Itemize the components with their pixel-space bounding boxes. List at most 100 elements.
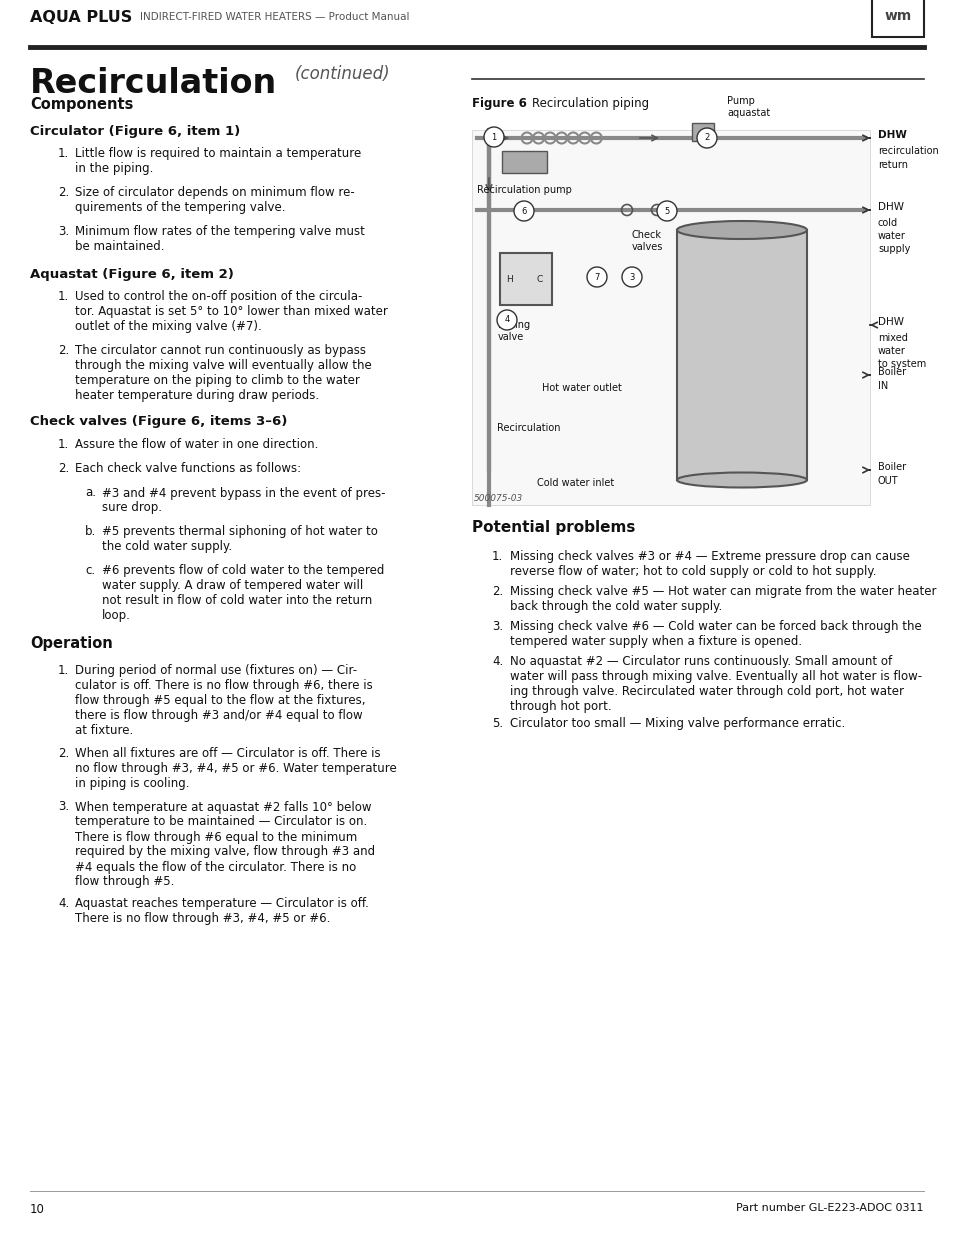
Text: 3.: 3.: [58, 800, 69, 814]
Text: 1.: 1.: [492, 550, 503, 563]
Text: Boiler: Boiler: [877, 367, 905, 377]
Text: Assure the flow of water in one direction.: Assure the flow of water in one directio…: [75, 437, 318, 451]
Text: 3: 3: [629, 273, 634, 282]
Text: Missing check valve #6 — Cold water can be forced back through the
tempered wate: Missing check valve #6 — Cold water can …: [510, 620, 921, 648]
FancyBboxPatch shape: [501, 151, 546, 173]
Text: IN: IN: [877, 382, 887, 391]
FancyBboxPatch shape: [871, 0, 923, 37]
Text: #3 and #4 prevent bypass in the event of pres-
sure drop.: #3 and #4 prevent bypass in the event of…: [102, 487, 385, 515]
Text: #5 prevents thermal siphoning of hot water to
the cold water supply.: #5 prevents thermal siphoning of hot wat…: [102, 526, 377, 553]
Text: 2.: 2.: [492, 585, 503, 598]
Text: Used to control the on-off position of the circula-
tor. Aquastat is set 5° to 1: Used to control the on-off position of t…: [75, 290, 388, 333]
Text: water: water: [877, 346, 905, 356]
Text: 4.: 4.: [492, 655, 503, 668]
Text: wm: wm: [883, 9, 911, 23]
Text: INDIRECT-FIRED WATER HEATERS — Product Manual: INDIRECT-FIRED WATER HEATERS — Product M…: [140, 12, 409, 22]
Text: 500075-03: 500075-03: [474, 494, 522, 503]
Text: Little flow is required to maintain a temperature
in the piping.: Little flow is required to maintain a te…: [75, 147, 361, 175]
Text: DHW: DHW: [877, 317, 903, 327]
Text: Figure 6: Figure 6: [472, 98, 526, 110]
Text: 1.: 1.: [58, 290, 70, 303]
Text: Recirculation: Recirculation: [30, 67, 277, 100]
FancyBboxPatch shape: [677, 230, 806, 480]
Circle shape: [586, 267, 606, 287]
Text: 3.: 3.: [58, 225, 69, 238]
Text: Check valves (Figure 6, items 3–6): Check valves (Figure 6, items 3–6): [30, 415, 287, 429]
Text: b.: b.: [85, 526, 96, 538]
Circle shape: [697, 128, 717, 148]
Text: 2.: 2.: [58, 747, 70, 760]
Text: 5.: 5.: [492, 718, 502, 730]
Text: H: H: [506, 274, 513, 284]
Text: 4.: 4.: [58, 898, 70, 910]
Text: Hot water outlet: Hot water outlet: [541, 383, 621, 393]
Text: Components: Components: [30, 98, 133, 112]
Text: supply: supply: [877, 245, 909, 254]
Text: Circulator (Figure 6, item 1): Circulator (Figure 6, item 1): [30, 125, 240, 138]
Text: mixed: mixed: [877, 333, 907, 343]
Text: Aquastat reaches temperature — Circulator is off.
There is no flow through #3, #: Aquastat reaches temperature — Circulato…: [75, 898, 369, 925]
Text: 1.: 1.: [58, 147, 70, 161]
Text: During period of normal use (fixtures on) — Cir-
culator is off. There is no flo: During period of normal use (fixtures on…: [75, 664, 373, 737]
Text: 6: 6: [520, 206, 526, 215]
Text: OUT: OUT: [877, 475, 898, 487]
Text: Cold water inlet: Cold water inlet: [537, 478, 614, 488]
Text: Operation: Operation: [30, 636, 112, 652]
Text: return: return: [877, 161, 907, 170]
Text: No aquastat #2 — Circulator runs continuously. Small amount of
water will pass t: No aquastat #2 — Circulator runs continu…: [510, 655, 922, 713]
Text: #6 prevents flow of cold water to the tempered
water supply. A draw of tempered : #6 prevents flow of cold water to the te…: [102, 564, 384, 622]
FancyBboxPatch shape: [472, 130, 869, 505]
Text: Missing check valves #3 or #4 — Extreme pressure drop can cause
reverse flow of : Missing check valves #3 or #4 — Extreme …: [510, 550, 909, 578]
Text: 2.: 2.: [58, 343, 70, 357]
Text: 5: 5: [663, 206, 669, 215]
Text: Missing check valve #5 — Hot water can migrate from the water heater
back throug: Missing check valve #5 — Hot water can m…: [510, 585, 936, 613]
Text: Part number GL-E223-ADOC 0311: Part number GL-E223-ADOC 0311: [736, 1203, 923, 1213]
Text: Pump
aquastat: Pump aquastat: [726, 96, 769, 119]
Text: Mixing
valve: Mixing valve: [497, 320, 530, 342]
Text: The circulator cannot run continuously as bypass
through the mixing valve will e: The circulator cannot run continuously a…: [75, 343, 372, 401]
Circle shape: [514, 201, 534, 221]
Text: Circulator too small — Mixing valve performance erratic.: Circulator too small — Mixing valve perf…: [510, 718, 844, 730]
Text: Aquastat (Figure 6, item 2): Aquastat (Figure 6, item 2): [30, 268, 233, 282]
Text: Boiler: Boiler: [877, 462, 905, 472]
Text: DHW: DHW: [877, 203, 903, 212]
Text: 1: 1: [491, 132, 497, 142]
Circle shape: [657, 201, 677, 221]
FancyBboxPatch shape: [499, 253, 552, 305]
Text: cold: cold: [877, 219, 897, 228]
Text: to system: to system: [877, 359, 925, 369]
Text: C: C: [537, 274, 542, 284]
Text: c.: c.: [85, 564, 95, 578]
Text: Minimum flow rates of the tempering valve must
be maintained.: Minimum flow rates of the tempering valv…: [75, 225, 364, 253]
Text: 2: 2: [703, 133, 709, 142]
Text: DHW: DHW: [877, 130, 906, 140]
Text: a.: a.: [85, 487, 96, 499]
Text: Each check valve functions as follows:: Each check valve functions as follows:: [75, 462, 301, 475]
Text: 2.: 2.: [58, 186, 70, 199]
FancyBboxPatch shape: [691, 124, 713, 141]
Text: Check
valves: Check valves: [631, 230, 662, 252]
Text: 7: 7: [594, 273, 599, 282]
Text: 1.: 1.: [58, 437, 70, 451]
Text: Potential problems: Potential problems: [472, 520, 635, 535]
Text: water: water: [877, 231, 905, 241]
Ellipse shape: [677, 221, 806, 240]
Text: When all fixtures are off — Circulator is off. There is
no flow through #3, #4, : When all fixtures are off — Circulator i…: [75, 747, 396, 790]
Text: (continued): (continued): [294, 65, 390, 83]
Text: 10: 10: [30, 1203, 45, 1216]
Ellipse shape: [677, 473, 806, 488]
Circle shape: [483, 127, 503, 147]
Text: 1.: 1.: [58, 664, 70, 678]
Circle shape: [621, 267, 641, 287]
Text: 2.: 2.: [58, 462, 70, 475]
Text: Recirculation pump: Recirculation pump: [476, 185, 571, 195]
Circle shape: [497, 310, 517, 330]
Text: 3.: 3.: [492, 620, 502, 634]
Text: AQUA PLUS: AQUA PLUS: [30, 10, 132, 25]
Text: 4: 4: [504, 315, 509, 325]
Text: Recirculation piping: Recirculation piping: [532, 98, 648, 110]
Text: Recirculation: Recirculation: [497, 424, 560, 433]
Text: Size of circulator depends on minimum flow re-
quirements of the tempering valve: Size of circulator depends on minimum fl…: [75, 186, 355, 214]
Text: When temperature at aquastat #2 falls 10° below
temperature to be maintained — C: When temperature at aquastat #2 falls 10…: [75, 800, 375, 888]
Text: recirculation: recirculation: [877, 146, 938, 156]
